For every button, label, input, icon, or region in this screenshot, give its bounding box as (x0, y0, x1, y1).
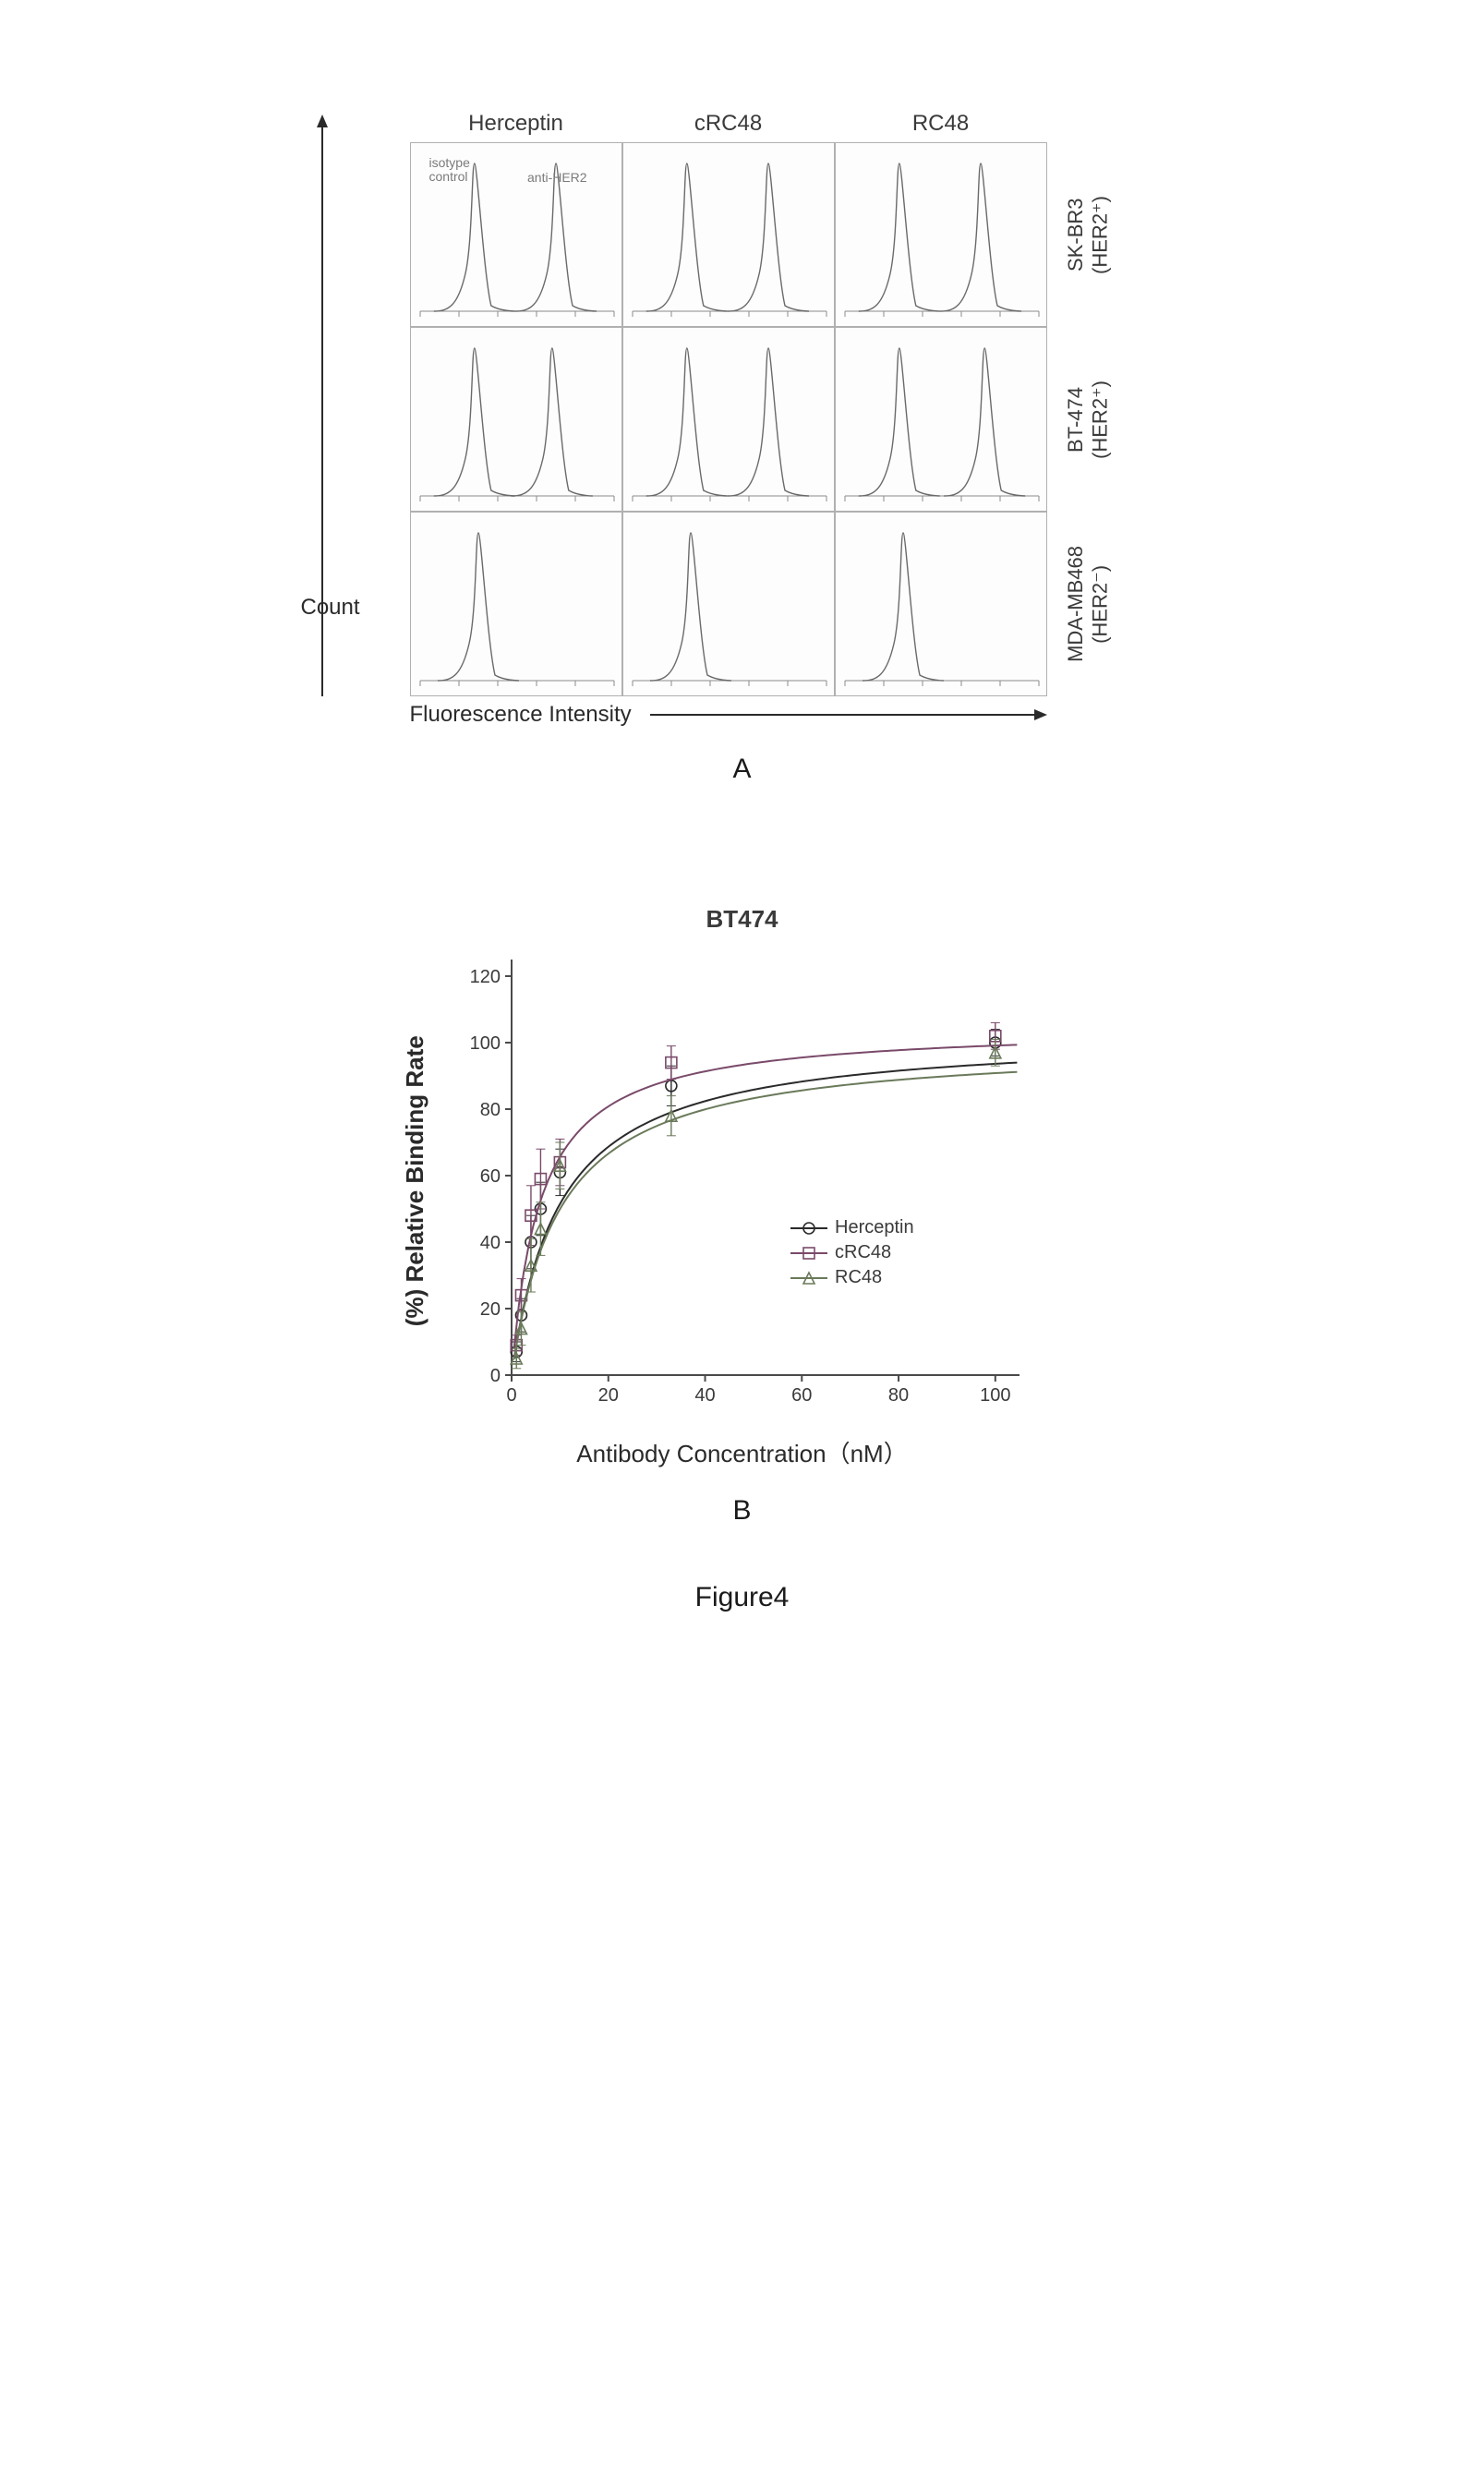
col-header-0: Herceptin (410, 111, 622, 142)
svg-text:0: 0 (506, 1385, 516, 1406)
facs-cell-r2-c0 (410, 512, 622, 696)
facs-cell-r1-c0 (410, 327, 622, 512)
y-axis-label-b: (%) Relative Binding Rate (401, 998, 429, 1363)
row-label-0: SK-BR3(HER2⁺) (1060, 196, 1116, 274)
binding-curve-chart: 0 20 40 60 80 100 120 0 20 40 60 80 100 (447, 941, 1038, 1421)
legend-item-2: RC48 (790, 1267, 914, 1288)
svg-text:100: 100 (980, 1385, 1010, 1406)
legend-item-0: Herceptin (790, 1217, 914, 1238)
panel-a-letter: A (355, 754, 1130, 785)
facs-cell-r1-c1 (622, 327, 835, 512)
x-axis-label-a: Fluorescence Intensity (410, 702, 632, 728)
chart-b-title: BT474 (447, 905, 1038, 934)
x-axis-label-b: Antibody Concentration（nM） (447, 1435, 1038, 1469)
svg-text:20: 20 (479, 1299, 500, 1320)
facs-cell-r0-c0: isotypecontrol anti-HER2 (410, 142, 622, 327)
svg-text:100: 100 (469, 1033, 500, 1054)
row-label-2: MDA-MB468(HER2⁻) (1060, 546, 1116, 662)
legend: Herceptin cRC48 RC48 (790, 1217, 914, 1292)
legend-item-1: cRC48 (790, 1242, 914, 1263)
facs-cell-r0-c2 (835, 142, 1047, 327)
svg-text:20: 20 (597, 1385, 618, 1406)
svg-text:80: 80 (479, 1100, 500, 1120)
facs-cell-r2-c2 (835, 512, 1047, 696)
y-axis-arrow (308, 115, 336, 706)
col-header-1: cRC48 (622, 111, 835, 142)
anno-antiher2: anti-HER2 (527, 171, 587, 185)
svg-text:60: 60 (791, 1385, 812, 1406)
svg-text:40: 40 (479, 1233, 500, 1253)
svg-text:80: 80 (887, 1385, 908, 1406)
svg-text:0: 0 (489, 1366, 500, 1386)
svg-text:60: 60 (479, 1166, 500, 1187)
anno-isotype: isotypecontrol (429, 156, 470, 185)
panel-a: HerceptincRC48RC48 Count isotypecontrola… (355, 111, 1130, 785)
facs-cell-r0-c1 (622, 142, 835, 327)
panel-b-letter: B (447, 1495, 1038, 1527)
facs-cell-r1-c2 (835, 327, 1047, 512)
col-header-2: RC48 (835, 111, 1047, 142)
panel-b: BT474 (%) Relative Binding Rate 02040608… (447, 905, 1038, 1527)
facs-cell-r2-c1 (622, 512, 835, 696)
x-axis-arrow (650, 706, 1047, 724)
svg-text:40: 40 (694, 1385, 715, 1406)
figure-caption: Figure4 (695, 1582, 790, 1613)
row-label-1: BT-474(HER2⁺) (1060, 380, 1116, 459)
svg-text:120: 120 (469, 967, 500, 987)
